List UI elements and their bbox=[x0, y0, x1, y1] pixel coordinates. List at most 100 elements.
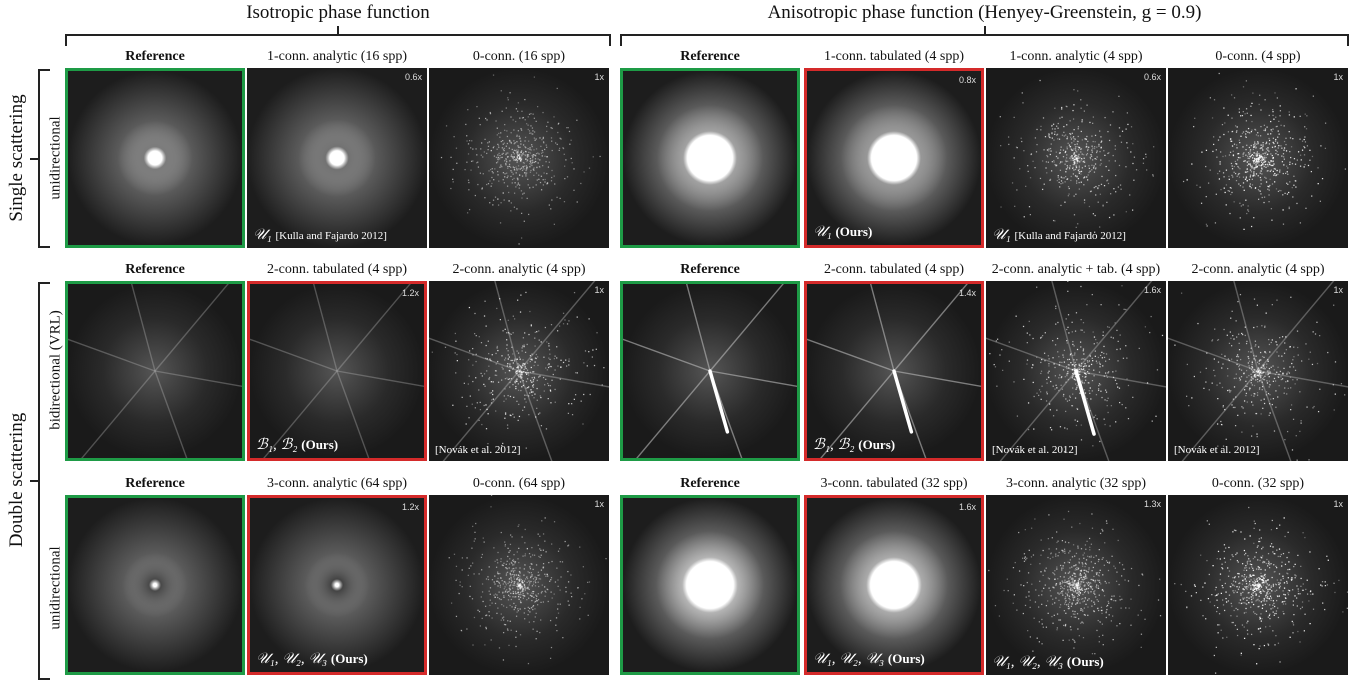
single-bracket bbox=[38, 69, 40, 247]
column-label-r1-6: 0-conn. (4 spp) bbox=[1215, 49, 1301, 64]
method-caption: [Novák et al. 2012] bbox=[992, 444, 1078, 456]
render-image bbox=[807, 71, 981, 245]
method-caption: 𝒰₁, 𝒰₂, 𝒰₃ (Ours) bbox=[256, 651, 368, 667]
scale-factor: 1x bbox=[594, 285, 604, 295]
render-image bbox=[429, 495, 609, 675]
render-image bbox=[429, 281, 609, 461]
render-cell-r3-c1: 1.2x 𝒰₁, 𝒰₂, 𝒰₃ (Ours) bbox=[247, 495, 427, 675]
scale-factor: 1.2x bbox=[401, 288, 419, 298]
scale-factor: 1.6x bbox=[1143, 285, 1161, 295]
render-image bbox=[68, 498, 242, 672]
scale-factor: 1.3x bbox=[1143, 499, 1161, 509]
isotropic-bracket bbox=[65, 34, 611, 36]
unidirectional-label-2: unidirectional bbox=[47, 546, 64, 630]
render-cell-r1-c6: 1x bbox=[1168, 68, 1348, 248]
render-cell-r1-c1: 0.6x 𝒰₁ [Kulla and Fajardo 2012] bbox=[247, 68, 427, 248]
column-label-r1-0: Reference bbox=[125, 49, 185, 64]
render-cell-r3-c0 bbox=[65, 495, 245, 675]
render-cell-r3-c3 bbox=[620, 495, 800, 675]
render-cell-r2-c3 bbox=[620, 281, 800, 461]
render-cell-r3-c4: 1.6x 𝒰₁, 𝒰₂, 𝒰₃ (Ours) bbox=[804, 495, 984, 675]
render-cell-r1-c2: 1x bbox=[429, 68, 609, 248]
scale-factor: 1.6x bbox=[958, 502, 976, 512]
render-image bbox=[986, 281, 1166, 461]
method-caption: ℬ₁, ℬ₂ (Ours) bbox=[256, 437, 339, 453]
render-cell-r2-c1: 1.2x ℬ₁, ℬ₂ (Ours) bbox=[247, 281, 427, 461]
column-label-r1-4: 1-conn. tabulated (4 spp) bbox=[824, 49, 964, 64]
column-label-r2-5: 2-conn. analytic + tab. (4 spp) bbox=[991, 262, 1161, 277]
column-label-r3-1: 3-conn. analytic (64 spp) bbox=[267, 476, 407, 491]
method-caption: [Novák et al. 2012] bbox=[435, 444, 521, 456]
column-label-r2-1: 2-conn. tabulated (4 spp) bbox=[267, 262, 407, 277]
column-label-r2-6: 2-conn. analytic (4 spp) bbox=[1191, 262, 1325, 277]
scale-factor: 0.8x bbox=[958, 75, 976, 85]
method-caption: [Novák et al. 2012] bbox=[1174, 444, 1260, 456]
render-cell-r2-c0 bbox=[65, 281, 245, 461]
render-image bbox=[623, 284, 797, 458]
render-image bbox=[986, 68, 1166, 248]
scale-factor: 0.6x bbox=[404, 72, 422, 82]
render-cell-r2-c5: 1.6x [Novák et al. 2012] bbox=[986, 281, 1166, 461]
anisotropic-group-title: Anisotropic phase function (Henyey-Green… bbox=[767, 2, 1202, 23]
render-image bbox=[623, 498, 797, 672]
scale-factor: 1x bbox=[1333, 72, 1343, 82]
column-label-r3-2: 0-conn. (64 spp) bbox=[472, 476, 566, 491]
column-label-r1-1: 1-conn. analytic (16 spp) bbox=[267, 49, 407, 64]
column-label-r3-0: Reference bbox=[125, 476, 185, 491]
render-cell-r1-c4: 0.8x 𝒰₁ (Ours) bbox=[804, 68, 984, 248]
render-cell-r1-c3 bbox=[620, 68, 800, 248]
render-image bbox=[250, 284, 424, 458]
render-cell-r2-c4: 1.4x ℬ₁, ℬ₂ (Ours) bbox=[804, 281, 984, 461]
render-cell-r2-c2: 1x [Novák et al. 2012] bbox=[429, 281, 609, 461]
column-label-r2-3: Reference bbox=[680, 262, 740, 277]
column-label-r1-3: Reference bbox=[680, 49, 740, 64]
render-image bbox=[68, 284, 242, 458]
render-cell-r1-c0 bbox=[65, 68, 245, 248]
single-scattering-label: Single scattering bbox=[6, 94, 27, 222]
render-cell-r3-c5: 1.3x 𝒰₁, 𝒰₂, 𝒰₃ (Ours) bbox=[986, 495, 1166, 675]
column-label-r3-5: 3-conn. analytic (32 spp) bbox=[1006, 476, 1146, 491]
method-caption: 𝒰₁ [Kulla and Fajardo 2012] bbox=[992, 227, 1126, 243]
column-label-r1-2: 0-conn. (16 spp) bbox=[472, 49, 566, 64]
method-caption: 𝒰₁ (Ours) bbox=[813, 224, 873, 240]
render-image bbox=[623, 71, 797, 245]
scale-factor: 1.4x bbox=[958, 288, 976, 298]
column-label-r2-2: 2-conn. analytic (4 spp) bbox=[452, 262, 586, 277]
render-image bbox=[250, 498, 424, 672]
method-caption: 𝒰₁, 𝒰₂, 𝒰₃ (Ours) bbox=[813, 651, 925, 667]
column-label-r3-6: 0-conn. (32 spp) bbox=[1211, 476, 1305, 491]
isotropic-group-title: Isotropic phase function bbox=[246, 2, 430, 23]
render-image bbox=[429, 68, 609, 248]
scale-factor: 1x bbox=[594, 72, 604, 82]
method-caption: 𝒰₁ [Kulla and Fajardo 2012] bbox=[253, 227, 387, 243]
render-cell-r1-c5: 0.6x 𝒰₁ [Kulla and Fajardo 2012] bbox=[986, 68, 1166, 248]
double-scattering-label: Double scattering bbox=[6, 412, 27, 548]
scale-factor: 1.2x bbox=[401, 502, 419, 512]
column-label-r1-5: 1-conn. analytic (4 spp) bbox=[1009, 49, 1143, 64]
render-image bbox=[1168, 495, 1348, 675]
render-image bbox=[247, 68, 427, 248]
column-label-r2-0: Reference bbox=[125, 262, 185, 277]
scale-factor: 0.6x bbox=[1143, 72, 1161, 82]
double-bracket bbox=[38, 282, 40, 679]
scale-factor: 1x bbox=[1333, 285, 1343, 295]
method-caption: ℬ₁, ℬ₂ (Ours) bbox=[813, 437, 896, 453]
render-image bbox=[986, 495, 1166, 675]
render-cell-r3-c2: 1x bbox=[429, 495, 609, 675]
render-image bbox=[807, 284, 981, 458]
bidirectional-label: bidirectional (VRL) bbox=[47, 310, 64, 430]
column-label-r3-3: Reference bbox=[680, 476, 740, 491]
render-cell-r2-c6: 1x [Novák et al. 2012] bbox=[1168, 281, 1348, 461]
render-image bbox=[807, 498, 981, 672]
render-cell-r3-c6: 1x bbox=[1168, 495, 1348, 675]
render-image bbox=[1168, 281, 1348, 461]
scale-factor: 1x bbox=[1333, 499, 1343, 509]
anisotropic-bracket bbox=[620, 34, 1349, 36]
column-label-r2-4: 2-conn. tabulated (4 spp) bbox=[824, 262, 964, 277]
unidirectional-label-1: unidirectional bbox=[47, 116, 64, 200]
scale-factor: 1x bbox=[594, 499, 604, 509]
render-image bbox=[68, 71, 242, 245]
column-label-r3-4: 3-conn. tabulated (32 spp) bbox=[820, 476, 968, 491]
method-caption: 𝒰₁, 𝒰₂, 𝒰₃ (Ours) bbox=[992, 654, 1104, 670]
render-image bbox=[1168, 68, 1348, 248]
